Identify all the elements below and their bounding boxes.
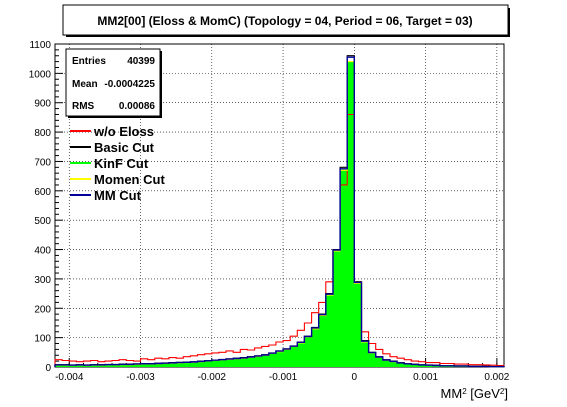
series-mm-cut (54, 56, 505, 368)
y-tick-label: 1000 (29, 69, 52, 80)
y-tick-label: 300 (34, 275, 51, 286)
stats-rms-label: RMS (72, 101, 95, 112)
x-tick-label: 0.002 (484, 372, 509, 383)
chart-title: MM2[00] (Eloss & MomC) (Topology = 04, P… (97, 14, 472, 28)
y-tick-label: 400 (34, 246, 51, 257)
stats-entries-value: 40399 (127, 56, 155, 67)
stats-box: Entries 40399 Mean -0.0004225 RMS 0.0008… (65, 48, 162, 118)
legend-label-w-o-eloss: w/o Eloss (93, 124, 154, 139)
y-tick-label: 900 (34, 99, 51, 110)
y-tick-label: 800 (34, 128, 51, 139)
title-box: MM2[00] (Eloss & MomC) (Topology = 04, P… (62, 4, 510, 37)
y-tick-label: 600 (34, 187, 51, 198)
y-tick-label: 0 (45, 363, 51, 374)
stats-entries-label: Entries (72, 56, 106, 67)
series-w-o-eloss (54, 113, 505, 367)
x-tick-label: 0.001 (413, 372, 438, 383)
x-tick-label: -0.003 (126, 372, 155, 383)
legend-label-kinf-cut: KinF Cut (94, 156, 149, 171)
y-tick-label: 200 (34, 304, 51, 315)
y-axis: 0 100 200 300 400 500 600 700 800 900 1000 1100 (29, 40, 63, 374)
series-layer (54, 55, 505, 368)
x-axis-title: MM2 [GeV2] (441, 386, 508, 401)
y-tick-label: 700 (34, 157, 51, 168)
legend-label-mm-cut: MM Cut (94, 188, 142, 203)
x-tick-label: -0.001 (269, 372, 298, 383)
legend-label-momen-cut: Momen Cut (94, 172, 165, 187)
stats-mean-value: -0.0004225 (104, 79, 155, 90)
y-tick-label: 1100 (29, 40, 51, 51)
x-tick-label: 0 (352, 372, 358, 383)
y-tick-label: 500 (34, 216, 51, 227)
stats-mean-label: Mean (72, 79, 98, 90)
stats-rms-value: 0.00086 (119, 101, 156, 112)
legend-label-basic-cut: Basic Cut (94, 140, 155, 155)
x-tick-label: -0.004 (55, 372, 84, 383)
y-tick-label: 100 (34, 334, 51, 345)
x-tick-label: -0.002 (198, 372, 227, 383)
